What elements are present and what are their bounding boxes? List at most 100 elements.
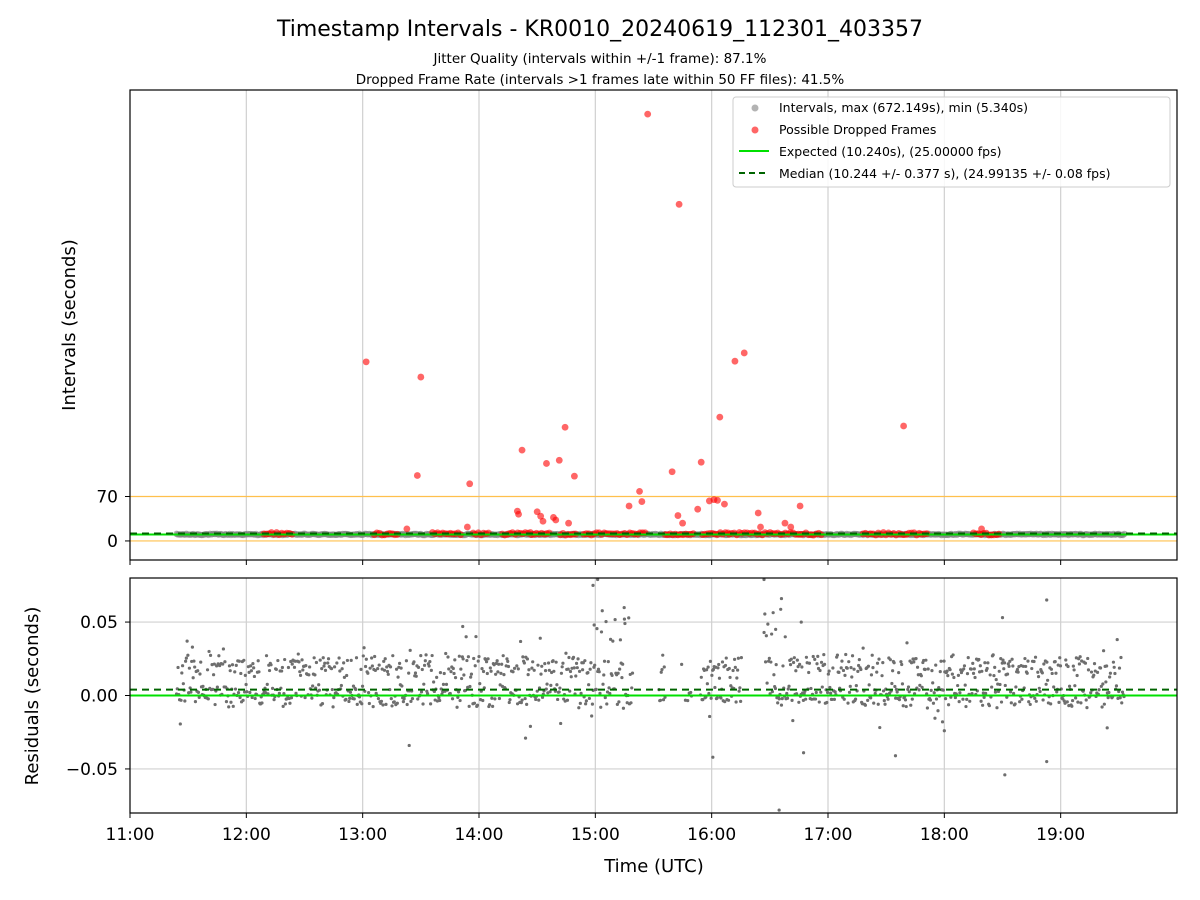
residual-point (245, 690, 249, 694)
residual-point (412, 660, 416, 664)
residual-point (190, 645, 195, 649)
residual-point (521, 655, 525, 659)
residual-point (787, 684, 791, 688)
residual-point (1072, 668, 1076, 672)
residual-point (206, 697, 210, 701)
residual-point (905, 641, 909, 645)
residual-point (199, 660, 203, 664)
residual-point (579, 691, 583, 695)
residual-point (569, 675, 573, 679)
residual-point (717, 662, 721, 667)
residual-point (530, 666, 534, 670)
dropped-point (362, 358, 370, 366)
dropped-point (561, 423, 569, 431)
residual-point (577, 706, 581, 710)
residual-point (444, 682, 449, 686)
residual-point (854, 684, 858, 688)
residual-point (419, 654, 423, 658)
residual-point (875, 670, 879, 674)
residual-point (903, 698, 908, 702)
residual-point (487, 703, 492, 707)
residual-point (708, 659, 712, 663)
residual-point (555, 683, 559, 687)
residual-point (237, 659, 241, 663)
residual-point (736, 656, 740, 660)
residual-point (1011, 664, 1015, 668)
residual-point (931, 701, 936, 705)
residual-point (711, 755, 715, 759)
residual-point (763, 612, 767, 616)
residual-point (281, 704, 285, 708)
residual-point (983, 661, 987, 665)
residual-point (924, 658, 928, 662)
dropped-point (638, 498, 646, 505)
residual-point (339, 683, 343, 688)
residual-point (827, 669, 831, 673)
residual-point (938, 670, 942, 674)
residual-point (448, 691, 452, 696)
residual-point (819, 690, 823, 694)
residual-point (848, 684, 852, 688)
residual-point (260, 701, 264, 705)
residual-point (920, 685, 924, 689)
residual-point (576, 657, 580, 661)
residual-point (422, 682, 426, 686)
residual-point (558, 686, 562, 690)
residual-point (549, 683, 553, 687)
residual-point (364, 657, 368, 661)
residual-point (962, 664, 967, 668)
residual-point (1119, 655, 1123, 660)
residual-point (856, 669, 860, 674)
residual-point (376, 696, 381, 701)
residual-point (591, 583, 595, 587)
residual-point (428, 659, 432, 664)
residual-point (835, 653, 840, 657)
residual-point (971, 661, 975, 665)
residual-point (958, 691, 962, 695)
residual-point (228, 669, 232, 673)
residual-point (360, 684, 365, 688)
residual-point (659, 670, 663, 674)
residual-point (912, 692, 917, 696)
residual-point (360, 702, 364, 706)
residual-point (866, 664, 871, 668)
residual-point (567, 655, 571, 660)
residual-point (1045, 660, 1049, 664)
residual-point (607, 686, 611, 690)
residual-point (286, 665, 291, 670)
residual-point (615, 702, 619, 706)
dropped-point (900, 422, 908, 430)
residual-point (971, 671, 976, 675)
residual-point (723, 663, 728, 668)
x-tick-label: 19:00 (1036, 825, 1085, 845)
residual-point (589, 661, 593, 665)
residual-point (771, 611, 775, 615)
residual-point (618, 667, 622, 671)
residual-point (820, 685, 824, 689)
residual-point (453, 676, 458, 680)
residual-point (373, 668, 378, 673)
residual-point (829, 691, 833, 695)
residual-point (998, 682, 1002, 687)
residual-point (1117, 666, 1122, 670)
residual-point (439, 687, 443, 691)
dropped-point (570, 472, 578, 480)
residual-point (837, 670, 841, 675)
residual-point (1032, 659, 1036, 664)
residual-point (790, 698, 794, 702)
residual-point (420, 667, 424, 672)
residual-point (804, 655, 809, 659)
residual-point (432, 689, 436, 694)
residual-point (733, 665, 737, 669)
residual-point (706, 665, 710, 669)
residual-point (1009, 701, 1013, 705)
residual-point (489, 669, 493, 673)
residual-point (460, 676, 464, 681)
residual-point (247, 670, 251, 675)
residuals-y-label: Residuals (seconds) (22, 607, 43, 786)
residual-point (290, 662, 294, 666)
residual-point (899, 660, 903, 664)
residual-point (1105, 664, 1109, 668)
residual-point (461, 657, 465, 661)
y-tick-label: 70 (96, 487, 118, 507)
